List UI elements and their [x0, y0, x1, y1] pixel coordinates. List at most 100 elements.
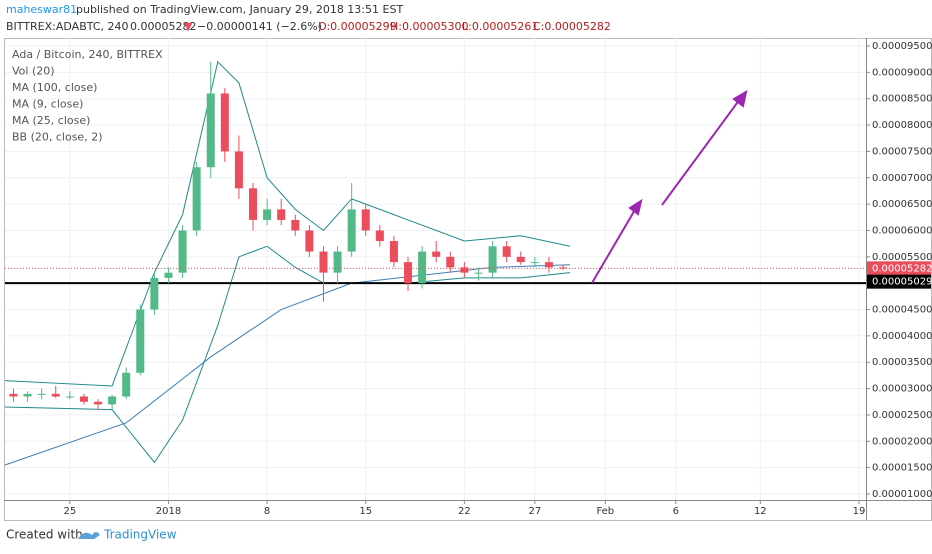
candle-body [220, 93, 229, 152]
candle-body [305, 230, 314, 252]
last-price-box [867, 261, 931, 276]
candle-body [516, 256, 525, 263]
candle-body [122, 372, 131, 397]
candle-body [319, 251, 328, 273]
y-tick-label: 0.00004000 [872, 331, 932, 342]
y-tick-label: 0.00003500 [872, 357, 932, 368]
arrow: ▼ [184, 20, 193, 33]
candle-body [291, 219, 300, 231]
last-price-label: 0.00005282 [872, 263, 932, 274]
y-tick-label: 0.00006500 [872, 199, 932, 210]
indicator-line [4, 245, 571, 464]
candle-body [164, 272, 173, 278]
candle-body [530, 262, 539, 264]
legend-entry: BB (20, close, 2) [12, 131, 103, 144]
high: H:0.00005300 [390, 20, 468, 33]
arrow-head [732, 89, 748, 108]
candle-body [150, 277, 159, 310]
x-tick-label: 27 [528, 506, 541, 517]
user[interactable]: maheswar81 [6, 3, 77, 16]
candle-body [544, 262, 553, 268]
candle-body [446, 256, 455, 268]
legend-entry: MA (9, close) [12, 98, 83, 111]
y-tick-label: 0.00005500 [872, 252, 932, 263]
candle-body [192, 167, 201, 231]
x-tick-label: 8 [264, 506, 270, 517]
x-tick-label: 25 [63, 506, 76, 517]
candle-body [23, 393, 32, 397]
candle-body [347, 209, 356, 252]
candle-body [108, 396, 117, 405]
x-tick-label: 15 [359, 506, 372, 517]
arrow-line [661, 98, 741, 206]
candle-body [502, 246, 511, 257]
candle-body [389, 241, 398, 263]
candle-body [79, 396, 88, 402]
legend-entry: Vol (20) [12, 65, 55, 78]
candle-body [375, 230, 384, 242]
candle-body [51, 393, 60, 397]
candle-body [432, 251, 441, 257]
candle-body [206, 93, 215, 168]
y-tick-label: 0.00006000 [872, 225, 932, 236]
candle-body [361, 209, 370, 231]
candle-body [178, 230, 187, 273]
legend: Ada / Bitcoin, 240, BITTREX Vol (20) MA (1… [12, 48, 163, 144]
y-tick-label: 0.00001000 [872, 489, 932, 500]
legend-entry: Ada / Bitcoin, 240, BITTREX [12, 48, 163, 61]
x-tick-label: 2018 [156, 506, 181, 517]
x-tick-label: Feb [596, 506, 614, 517]
y-tick-label: 0.00007000 [872, 173, 932, 184]
symbol: BITTREX:ADABTC, 240 [6, 20, 129, 33]
footer: Created with TradingView [6, 528, 177, 542]
candle-body [65, 396, 74, 398]
candle-body [333, 251, 342, 273]
y-tick-label: 0.00002000 [872, 436, 932, 447]
low: L:0.00005261 [462, 20, 538, 33]
y-tick-label: 0.00001500 [872, 463, 932, 474]
candle-body [234, 151, 243, 189]
plot: 0.00009500 0.00009000 0.00008500 0.00008000… [4, 38, 932, 517]
y-tick-label: 0.00004500 [872, 305, 932, 316]
indicator-line [4, 60, 571, 387]
open: O:0.00005299 [318, 20, 397, 33]
logo [78, 532, 100, 539]
close: C:0.00005282 [533, 20, 611, 33]
y-tick-label: 0.00007500 [872, 146, 932, 157]
candle-body [9, 393, 18, 397]
candle-body [277, 209, 286, 220]
change: −0.00000141 (−2.6%) [197, 20, 322, 33]
candle-body [404, 262, 413, 284]
created-with: Created with [6, 528, 83, 542]
arrow-head [628, 198, 643, 216]
candle-body [488, 246, 497, 273]
candle-body [136, 309, 145, 373]
brand[interactable]: TradingView [103, 528, 177, 542]
indicator-line [4, 264, 571, 466]
x-tick-label: 12 [754, 506, 767, 517]
y-tick-label: 0.00009500 [872, 41, 932, 52]
x-tick-label: 6 [673, 506, 679, 517]
candle-body [263, 209, 272, 220]
y-tick-label: 0.00009000 [872, 67, 932, 78]
y-tick-label: 0.00008500 [872, 94, 932, 105]
candle-body [249, 188, 258, 220]
marker-label: 0.00005029 [872, 277, 932, 288]
marker-box [867, 274, 931, 289]
y-tick-label: 0.00008000 [872, 120, 932, 131]
candle-body [460, 267, 469, 273]
x-tick-label: 22 [458, 506, 471, 517]
y-tick-label: 0.00002500 [872, 410, 932, 421]
candle-body [418, 251, 427, 284]
candle-body [94, 401, 103, 405]
last: 0.00005282 [130, 20, 196, 33]
arrow-line [591, 207, 637, 284]
y-tick-label: 0.00003000 [872, 384, 932, 395]
candle-body [474, 272, 483, 274]
legend-entry: MA (100, close) [12, 81, 97, 94]
arrows [591, 89, 748, 284]
x-tick-label: 19 [853, 506, 866, 517]
legend-entry: MA (25, close) [12, 114, 90, 127]
